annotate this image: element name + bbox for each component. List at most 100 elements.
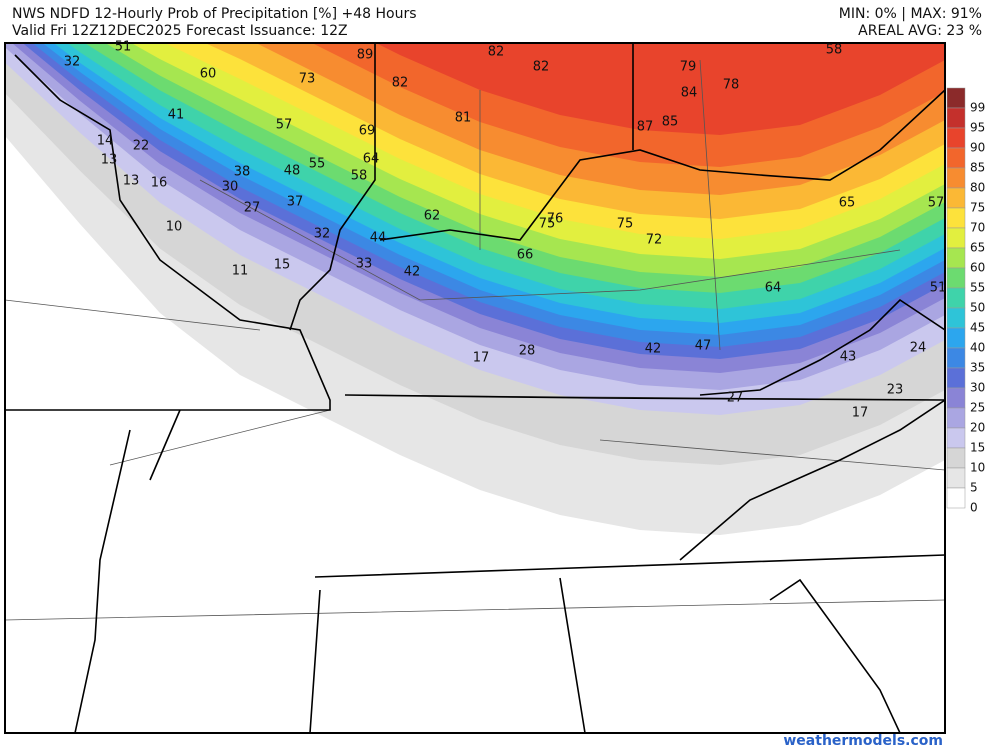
colorbar-label: 5 [970, 481, 978, 495]
colorbar-label: 10 [970, 461, 985, 475]
colorbar-swatch [946, 247, 966, 269]
footer-credit: weathermodels.com [783, 733, 943, 749]
map-value-label: 10 [166, 220, 183, 235]
map-value-label: 75 [539, 217, 556, 232]
map-value-label: 75 [617, 217, 634, 232]
map-value-label: 44 [370, 231, 387, 246]
map-frame [4, 42, 946, 734]
colorbar-swatch [946, 447, 966, 469]
colorbar-label: 25 [970, 401, 985, 415]
colorbar-swatch [946, 187, 966, 209]
map-value-label: 60 [200, 67, 217, 82]
colorbar-label: 95 [970, 121, 985, 135]
areal-average: AREAL AVG: 23 % [858, 23, 982, 39]
colorbar-swatch [946, 327, 966, 349]
colorbar-swatch [946, 307, 966, 329]
colorbar-label: 15 [970, 441, 985, 455]
colorbar-label: 85 [970, 161, 985, 175]
map-value-label: 33 [356, 257, 373, 272]
map-labels: 51 32 60 73 89 82 82 82 79 58 84 78 41 57 81 69 87 85 14 22… [64, 40, 947, 421]
probability-band [376, 43, 945, 135]
colorbar-swatch [946, 227, 966, 249]
map-value-label: 42 [645, 342, 662, 357]
map-value-label: 82 [533, 60, 550, 75]
map-value-label: 41 [168, 108, 185, 123]
colorbar-label: 50 [970, 301, 985, 315]
colorbar-swatch [946, 367, 966, 389]
map-value-label: 85 [662, 115, 679, 130]
colorbar-swatch [946, 387, 966, 409]
map-value-label: 43 [840, 350, 857, 365]
map-value-label: 58 [826, 43, 843, 58]
colorbar-label: 75 [970, 201, 985, 215]
map-value-label: 64 [363, 152, 380, 167]
map-value-label: 82 [392, 76, 409, 91]
colorbar-swatch [946, 87, 966, 109]
map-value-label: 30 [222, 180, 239, 195]
map-value-label: 84 [681, 86, 698, 101]
map-value-label: 42 [404, 265, 421, 280]
colorbar-label: 30 [970, 381, 985, 395]
map-value-label: 15 [274, 258, 291, 273]
colorbar-label: 35 [970, 361, 985, 375]
map-value-label: 87 [637, 120, 654, 135]
map-value-label: 73 [299, 72, 316, 87]
map-value-label: 37 [287, 195, 304, 210]
map-value-label: 78 [723, 78, 740, 93]
colorbar-label: 0 [970, 501, 978, 515]
map-value-label: 22 [133, 139, 150, 154]
map-value-label: 72 [646, 233, 663, 248]
map-value-label: 32 [64, 55, 81, 70]
map-value-label: 66 [517, 248, 534, 263]
map-value-label: 76 [547, 212, 564, 227]
map-value-label: 55 [309, 157, 326, 172]
colorbar-label: 90 [970, 141, 985, 155]
colorbar-swatch [946, 287, 966, 309]
map-value-label: 81 [455, 111, 472, 126]
map-value-label: 16 [151, 176, 168, 191]
colorbar-swatch [946, 167, 966, 189]
title: NWS NDFD 12-Hourly Prob of Precipitation… [12, 6, 417, 22]
map-value-label: 17 [852, 406, 869, 421]
map-value-label: 51 [115, 40, 132, 55]
map-value-label: 48 [284, 164, 301, 179]
map-value-label: 27 [727, 391, 744, 406]
map-value-label: 89 [357, 48, 374, 63]
map-value-label: 57 [276, 118, 293, 133]
colorbar-swatch [946, 127, 966, 149]
colorbar-swatch [946, 147, 966, 169]
map-value-label: 51 [930, 281, 947, 296]
map-value-label: 23 [887, 383, 904, 398]
map-value-label: 47 [695, 339, 712, 354]
colorbar-swatch [946, 427, 966, 449]
colorbar-swatch [946, 487, 966, 509]
colorbar-label: 55 [970, 281, 985, 295]
colorbar-label: 45 [970, 321, 985, 335]
map-value-label: 28 [519, 344, 536, 359]
map-value-label: 58 [351, 169, 368, 184]
map-value-label: 24 [910, 341, 927, 356]
map-value-label: 13 [101, 153, 118, 168]
map-value-label: 11 [232, 264, 249, 279]
map-value-label: 65 [839, 196, 856, 211]
map-value-label: 69 [359, 124, 376, 139]
map-value-label: 79 [680, 60, 697, 75]
map-value-label: 17 [473, 351, 490, 366]
colorbar-label: 20 [970, 421, 985, 435]
colorbar-swatch [946, 207, 966, 229]
map-value-label: 13 [123, 174, 140, 189]
colorbar-label: 40 [970, 341, 985, 355]
min-max: MIN: 0% | MAX: 91% [839, 6, 982, 22]
map-value-label: 38 [234, 165, 251, 180]
valid-time: Valid Fri 12Z12DEC2025 Forecast Issuance… [12, 23, 348, 39]
state-borders [5, 43, 945, 733]
map-value-label: 14 [97, 134, 114, 149]
map-value-label: 62 [424, 209, 441, 224]
colorbar-label: 70 [970, 221, 985, 235]
colorbar-label: 60 [970, 261, 985, 275]
map-value-label: 57 [928, 196, 945, 211]
colorbar-label: 99 [970, 101, 985, 115]
colorbar-swatch [946, 267, 966, 289]
